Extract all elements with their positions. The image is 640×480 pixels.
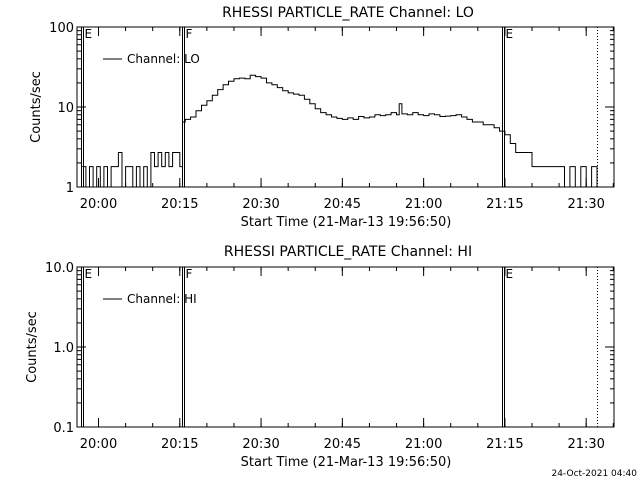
chart-panel-lo: RHESSI PARTICLE_RATE Channel: LO Counts/… <box>29 5 615 230</box>
y-tick-label: 1.0 <box>53 341 74 356</box>
x-tick-label: 21:15 <box>486 197 523 212</box>
x-tick-label: 20:15 <box>161 437 198 452</box>
marker-label: F <box>186 27 193 41</box>
chart-panel-hi: RHESSI PARTICLE_RATE Channel: HI Counts/… <box>25 244 615 470</box>
legend-label: Channel: HI <box>127 292 197 306</box>
x-ticks: 20:00 20:15 20:30 20:45 21:00 21:15 21:30 <box>80 27 614 212</box>
x-tick-label: 21:00 <box>405 437 442 452</box>
y-tick-label: 0.1 <box>53 421 74 436</box>
x-tick-label: 21:30 <box>567 197 604 212</box>
chart-title: RHESSI PARTICLE_RATE Channel: LO <box>222 5 474 21</box>
x-tick-label: 20:45 <box>324 197 361 212</box>
y-tick-label: 10 <box>57 101 74 116</box>
y-axis-label: Counts/sec <box>25 311 40 383</box>
y-tick-label: 1 <box>66 181 74 196</box>
marker-label: E <box>506 27 514 41</box>
legend: Channel: HI <box>103 292 197 306</box>
y-tick-label: 100 <box>49 21 74 36</box>
marker-label: E <box>85 27 93 41</box>
plot-frame <box>76 266 615 428</box>
y-axis-label: Counts/sec <box>29 71 44 143</box>
chart-title: RHESSI PARTICLE_RATE Channel: HI <box>224 244 472 260</box>
x-axis-label: Start Time (21-Mar-13 19:56:50) <box>241 215 452 230</box>
x-axis-label: Start Time (21-Mar-13 19:56:50) <box>241 455 452 470</box>
x-tick-label: 20:30 <box>242 437 279 452</box>
x-tick-label: 20:00 <box>80 197 117 212</box>
series-line <box>82 74 598 188</box>
series-group <box>82 74 598 188</box>
legend-label: Channel: LO <box>127 52 200 66</box>
y-ticks: 1 10 100 <box>49 21 614 196</box>
x-tick-label: 21:30 <box>567 437 604 452</box>
x-ticks: 20:00 20:15 20:30 20:45 21:00 21:15 21:30 <box>80 267 614 452</box>
legend: Channel: LO <box>103 52 200 66</box>
x-tick-label: 20:45 <box>324 437 361 452</box>
marker-label: E <box>85 267 93 281</box>
x-tick-label: 20:00 <box>80 437 117 452</box>
y-tick-label: 10.0 <box>45 261 74 276</box>
x-tick-label: 20:15 <box>161 197 198 212</box>
x-tick-label: 20:30 <box>242 197 279 212</box>
x-tick-label: 21:15 <box>486 437 523 452</box>
plot-frame <box>76 26 615 188</box>
x-tick-label: 21:00 <box>405 197 442 212</box>
marker-label: E <box>506 267 514 281</box>
timestamp: 24-Oct-2021 04:40 <box>552 469 638 479</box>
marker-label: F <box>186 267 193 281</box>
y-ticks: 0.1 1.0 10.0 <box>45 261 614 436</box>
